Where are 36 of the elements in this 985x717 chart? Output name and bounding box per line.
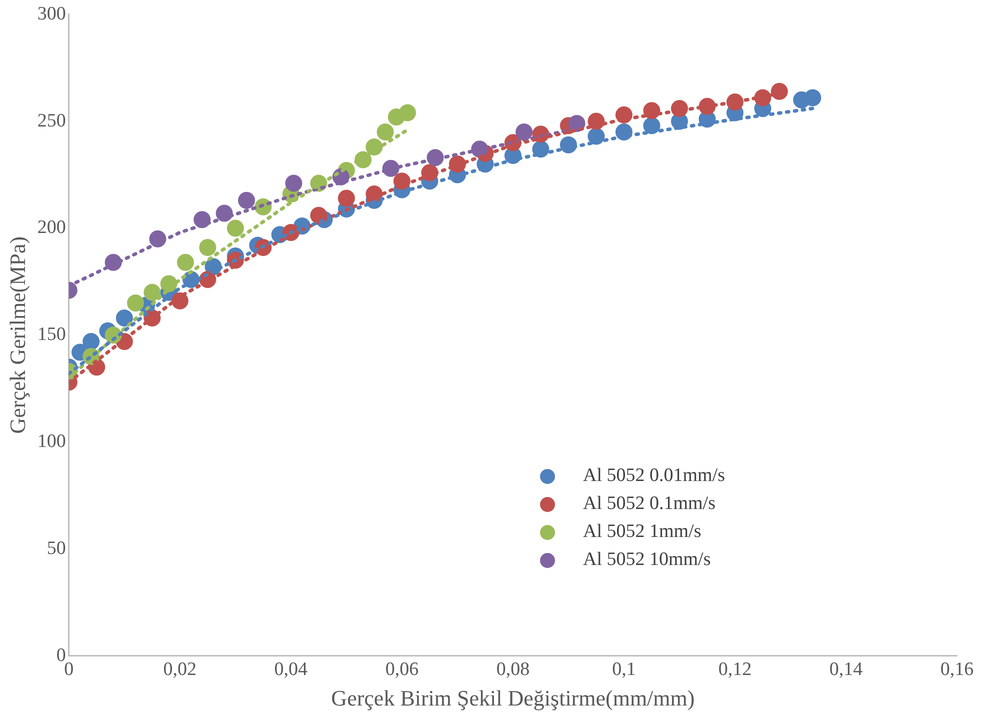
y-axis-title: Gerçek Gerilme(MPa) xyxy=(4,236,30,434)
point xyxy=(804,89,822,106)
point xyxy=(338,190,355,207)
point xyxy=(176,254,194,271)
point xyxy=(127,294,144,312)
point xyxy=(199,238,216,256)
point xyxy=(82,333,100,350)
x-tick-label: 0,16 xyxy=(940,659,974,680)
legend-label: Al 5052 1mm/s xyxy=(583,521,702,543)
point xyxy=(144,284,161,301)
legend-label: Al 5052 0.01mm/s xyxy=(583,465,725,487)
x-axis-title: Gerçek Birim Şekil Değiştirme(mm/mm) xyxy=(331,686,695,711)
y-tick-label: 300 xyxy=(37,3,66,24)
x-tick-label: 0,12 xyxy=(718,659,752,680)
point xyxy=(516,123,533,140)
y-tick-label: 250 xyxy=(37,110,66,132)
y-tick-label: 100 xyxy=(37,430,66,452)
legend-label: Al 5052 10mm/s xyxy=(583,549,711,571)
point xyxy=(398,104,416,122)
x-tick-label: 0,02 xyxy=(163,659,197,680)
y-tick-label: 50 xyxy=(46,538,66,559)
point xyxy=(226,220,244,237)
x-tick-label: 0,14 xyxy=(829,659,864,680)
x-tick-label: 0,04 xyxy=(274,659,308,680)
legend-label: Al 5052 0.1mm/s xyxy=(583,493,716,515)
point xyxy=(376,123,394,140)
point xyxy=(238,192,256,209)
x-tick-label: 0,1 xyxy=(612,659,636,680)
point xyxy=(116,309,133,326)
y-tick-label: 150 xyxy=(37,324,66,346)
y-tick-label: 200 xyxy=(37,217,66,238)
point xyxy=(285,174,302,192)
x-tick-label: 0,08 xyxy=(496,659,530,680)
x-tick-label: 0,06 xyxy=(385,659,419,680)
y-tick-label: 0 xyxy=(56,644,66,666)
point xyxy=(770,82,788,100)
